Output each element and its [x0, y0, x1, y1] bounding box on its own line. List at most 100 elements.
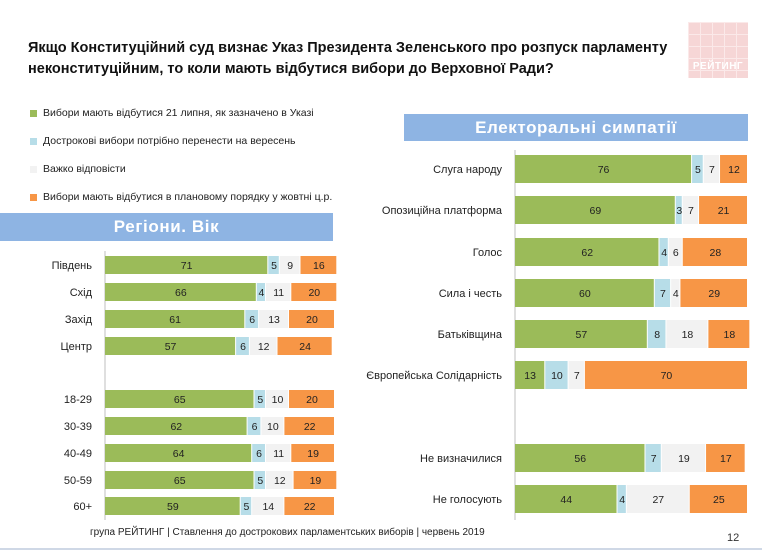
data-label: 62 — [170, 421, 182, 433]
data-label: 44 — [560, 494, 572, 506]
category-label: Європейська Солідарність — [366, 370, 502, 382]
bar-segment-hard-to-say — [682, 196, 699, 224]
data-label: 19 — [307, 448, 319, 460]
category-label: Південь — [52, 260, 93, 272]
bar-segment-october — [300, 256, 337, 274]
category-label: Опозиційна платформа — [382, 205, 503, 217]
bar-segment-july — [515, 279, 654, 307]
data-label: 14 — [262, 501, 274, 513]
chart-title: Якщо Конституційний суд визнає Указ През… — [28, 40, 668, 77]
data-label: 6 — [673, 247, 679, 259]
data-label: 22 — [304, 501, 316, 513]
bar-segment-october — [291, 283, 337, 301]
data-label: 65 — [174, 475, 186, 487]
bar-segment-september — [252, 444, 265, 462]
bar-segment-october — [720, 155, 747, 183]
page-number: 12 — [727, 532, 740, 544]
data-label: 4 — [258, 287, 264, 299]
bar-segment-july — [515, 485, 617, 513]
bar-segment-october — [289, 310, 334, 328]
data-label: 56 — [574, 453, 586, 465]
bottom-divider — [0, 548, 762, 550]
data-label: 19 — [310, 475, 322, 487]
data-label: 62 — [581, 247, 593, 259]
data-label: 20 — [308, 287, 320, 299]
data-label: 7 — [574, 370, 580, 382]
data-label: 13 — [524, 370, 536, 382]
data-label: 18 — [724, 329, 736, 341]
data-label: 60 — [579, 288, 591, 300]
data-label: 7 — [709, 164, 715, 176]
bar-segment-october — [584, 361, 747, 389]
bar-segment-september — [254, 471, 265, 489]
data-label: 6 — [249, 314, 255, 326]
bar-segment-september — [256, 283, 265, 301]
bar-segment-october — [291, 444, 334, 462]
bar-segment-hard-to-say — [266, 471, 293, 489]
data-label: 22 — [304, 421, 316, 433]
data-label: 7 — [660, 288, 666, 300]
bar-segment-september — [254, 390, 265, 408]
data-label: 28 — [710, 247, 722, 259]
category-label: Центр — [61, 341, 93, 353]
data-label: 3 — [676, 205, 682, 217]
data-label: 12 — [258, 341, 270, 353]
bar-segment-july — [515, 361, 545, 389]
footer-text: група РЕЙТИНГ | Ставлення до дострокових… — [90, 527, 485, 538]
category-label: 60+ — [73, 501, 92, 513]
bar-segment-hard-to-say — [266, 390, 288, 408]
data-label: 11 — [273, 287, 284, 299]
data-label: 25 — [713, 494, 725, 506]
category-label: Слуга народу — [433, 164, 502, 176]
data-label: 76 — [598, 164, 610, 176]
data-label: 21 — [718, 205, 730, 217]
bar-segment-september — [268, 256, 279, 274]
data-label: 5 — [271, 260, 277, 272]
bar-segment-hard-to-say — [703, 155, 720, 183]
bar-segment-october — [277, 337, 332, 355]
bar-segment-july — [105, 256, 268, 274]
data-label: 5 — [695, 164, 701, 176]
data-label: 12 — [728, 164, 740, 176]
data-label: 20 — [306, 314, 318, 326]
data-label: 12 — [274, 475, 286, 487]
bar-segment-hard-to-say — [661, 444, 706, 472]
data-label: 69 — [590, 205, 602, 217]
category-label: 18-29 — [64, 394, 92, 406]
bar-segment-hard-to-say — [668, 238, 682, 266]
data-label: 57 — [576, 329, 588, 341]
bar-segment-october — [293, 471, 337, 489]
bar-segment-hard-to-say — [259, 310, 288, 328]
bar-segment-october — [289, 390, 334, 408]
bar-segment-july — [105, 444, 252, 462]
bar-segment-september — [659, 238, 668, 266]
data-label: 10 — [272, 394, 284, 406]
bar-segment-september — [645, 444, 661, 472]
data-label: 6 — [240, 341, 246, 353]
category-label: Батьківщина — [438, 329, 503, 341]
data-label: 6 — [256, 448, 262, 460]
data-label: 13 — [268, 314, 280, 326]
category-label: Сила і честь — [439, 288, 503, 300]
data-label: 29 — [708, 288, 720, 300]
data-label: 71 — [181, 260, 193, 272]
bar-segment-september — [617, 485, 626, 513]
data-label: 5 — [257, 394, 263, 406]
data-label: 7 — [688, 205, 694, 217]
bar-segment-october — [699, 196, 747, 224]
bar-segment-september — [247, 417, 261, 435]
bar-segment-july — [515, 196, 675, 224]
bar-segment-september — [692, 155, 703, 183]
bar-segment-hard-to-say — [279, 256, 300, 274]
legend-swatch — [30, 194, 37, 201]
category-label: 50-59 — [64, 475, 92, 487]
bar-segment-hard-to-say — [626, 485, 689, 513]
rating-logo: РЕЙТИНГ — [688, 22, 748, 78]
bar-segment-september — [545, 361, 568, 389]
logo-pattern — [688, 22, 748, 78]
category-label: Схід — [70, 287, 93, 299]
bar-segment-hard-to-say — [666, 320, 708, 348]
bar-segment-october — [706, 444, 745, 472]
category-label: 40-49 — [64, 448, 92, 460]
